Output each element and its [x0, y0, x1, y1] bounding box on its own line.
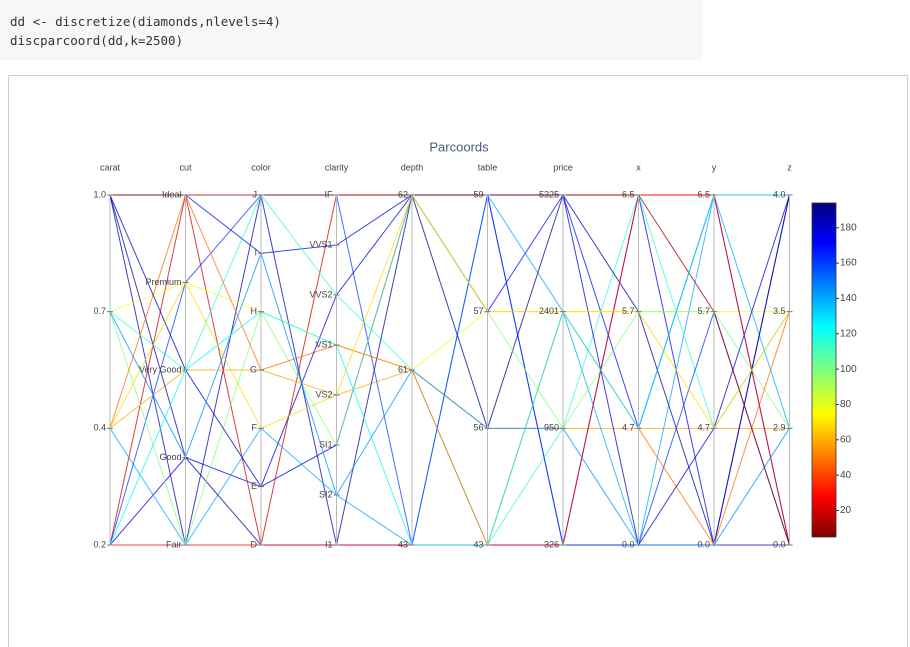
axis-name: carat	[100, 162, 121, 172]
tick-label: F	[252, 423, 258, 433]
tick-label: I1	[325, 539, 333, 549]
tick-label: Ideal	[162, 189, 182, 199]
tick-label: SI2	[319, 489, 333, 499]
plot-frame	[8, 75, 908, 647]
code-line: discparcoord(dd,k=2500)	[10, 33, 184, 48]
axis-name: depth	[401, 162, 424, 172]
tick-label: 4.7	[622, 423, 635, 433]
tick-label: 0.4	[93, 423, 106, 433]
tick-label: 0.0	[697, 539, 710, 549]
tick-label: 0.0	[622, 539, 635, 549]
tick-label: J	[253, 189, 258, 199]
axis-name: z	[787, 162, 792, 172]
colorbar-label: 160	[840, 258, 857, 269]
data-line	[110, 194, 790, 546]
colorbar-label: 20	[840, 505, 852, 516]
tick-label: VVS1	[309, 239, 332, 249]
tick-label: VS2	[315, 389, 332, 399]
colorbar-label: 140	[840, 293, 857, 304]
tick-label: Fair	[166, 539, 182, 549]
tick-label: 1.0	[93, 189, 106, 199]
axis-name: y	[712, 162, 717, 172]
tick-label: 4.0	[773, 189, 786, 199]
axis-name: price	[553, 162, 573, 172]
colorbar-label: 80	[840, 399, 852, 410]
axis-name: x	[636, 162, 641, 172]
axis-name: color	[251, 162, 271, 172]
tick-label: 62	[398, 189, 408, 199]
tick-label: 0.0	[773, 539, 786, 549]
tick-label: 5.7	[622, 306, 635, 316]
colorbar	[811, 202, 837, 538]
axis-name: table	[478, 162, 498, 172]
colorbar-label: 100	[840, 364, 857, 375]
tick-label: 4.7	[697, 423, 710, 433]
tick-label: 2.9	[773, 423, 786, 433]
tick-label: 56	[473, 423, 483, 433]
tick-label: 6.5	[697, 189, 710, 199]
tick-label: H	[251, 306, 258, 316]
tick-label: 2401	[539, 306, 559, 316]
tick-label: I	[254, 248, 257, 258]
tick-label: 43	[398, 539, 408, 549]
tick-label: G	[250, 364, 257, 374]
tick-label: VS1	[315, 339, 332, 349]
axis-name: clarity	[325, 162, 349, 172]
tick-label: 43	[473, 539, 483, 549]
colorbar-label: 60	[840, 434, 852, 445]
axis-name: cut	[179, 162, 192, 172]
tick-label: 0.2	[93, 539, 106, 549]
tick-label: SI1	[319, 439, 333, 449]
data-line	[109, 194, 790, 546]
tick-label: Good	[159, 452, 181, 462]
code-line: dd <- discretize(diamonds,nlevels=4)	[10, 14, 281, 29]
tick-label: 0.7	[93, 306, 106, 316]
tick-label: VVS2	[309, 289, 332, 299]
data-line	[109, 251, 790, 546]
chart-title: Parcoords	[429, 139, 489, 154]
tick-label: 59	[473, 189, 483, 199]
tick-label: 61	[398, 364, 408, 374]
tick-label: IF	[325, 189, 334, 199]
tick-label: 326	[544, 539, 559, 549]
tick-label: E	[251, 481, 257, 491]
data-line	[109, 281, 790, 371]
tick-label: D	[251, 539, 258, 549]
tick-label: 5.7	[697, 306, 710, 316]
code-cell: dd <- discretize(diamonds,nlevels=4) dis…	[0, 0, 702, 60]
data-line	[109, 193, 790, 430]
colorbar-label: 120	[840, 328, 857, 339]
tick-label: Premium	[145, 277, 181, 287]
tick-label: Very Good	[139, 364, 182, 374]
tick-label: 3.5	[773, 306, 786, 316]
colorbar-label: 180	[840, 222, 857, 233]
data-line	[109, 194, 790, 546]
tick-label: 950	[544, 423, 559, 433]
tick-label: 5325	[539, 189, 559, 199]
tick-label: 57	[473, 306, 483, 316]
colorbar-label: 40	[840, 470, 852, 481]
tick-label: 6.5	[622, 189, 635, 199]
